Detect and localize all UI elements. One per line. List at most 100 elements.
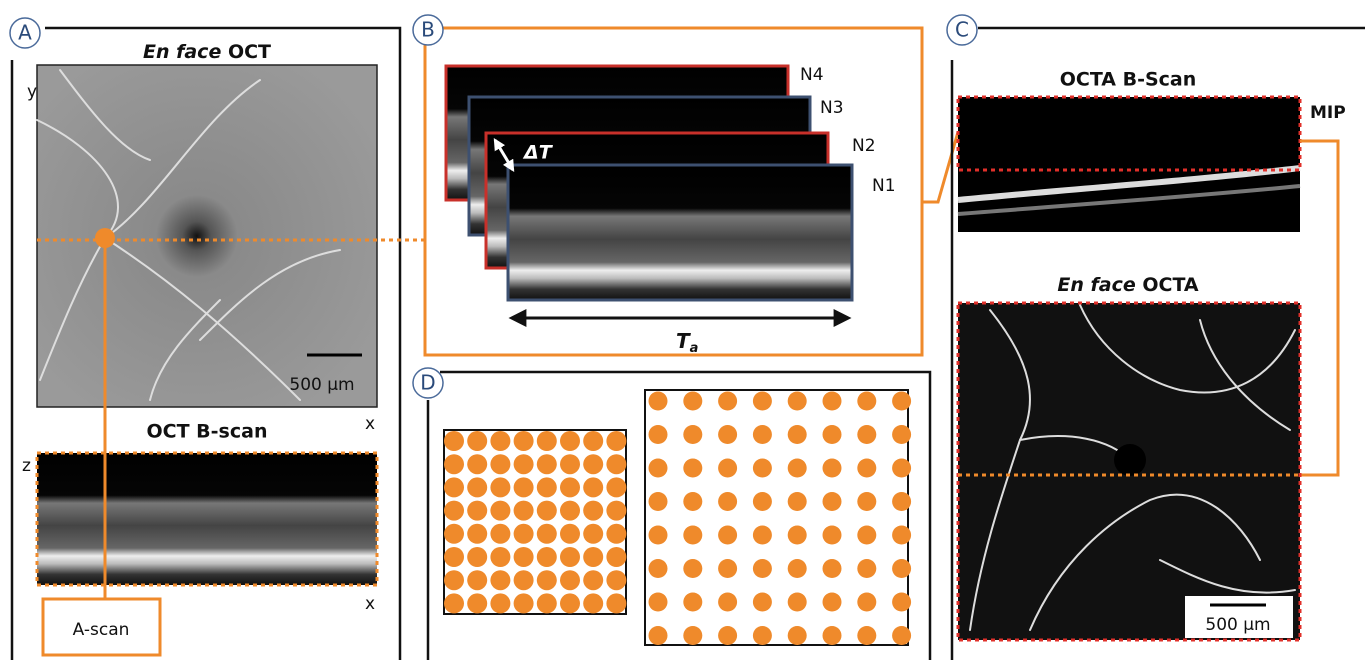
frame-image (508, 165, 852, 300)
title-text: OCTA (1142, 274, 1199, 296)
sparse-sample (683, 425, 702, 444)
dense-sample (514, 570, 534, 590)
dense-sample (560, 431, 580, 451)
sparse-sample (718, 593, 737, 612)
sparse-sample (823, 425, 842, 444)
sparse-sample (753, 559, 772, 578)
frame-label: N3 (820, 98, 844, 118)
dense-sample (537, 477, 557, 497)
axis-label: y (27, 82, 37, 102)
dense-sample (583, 454, 603, 474)
dense-sample (583, 477, 603, 497)
time-subscript: a (690, 341, 699, 356)
sparse-sample (718, 559, 737, 578)
sparse-sample (788, 626, 807, 645)
dense-sample (537, 570, 557, 590)
fovea (1114, 444, 1146, 476)
sparse-sample (649, 392, 668, 411)
sparse-sample (788, 459, 807, 478)
dense-sample (514, 501, 534, 521)
sparse-sample (892, 526, 911, 545)
sparse-sample (788, 593, 807, 612)
delta-label: ΔT (522, 142, 554, 164)
dense-sample (537, 547, 557, 567)
sparse-sample (857, 492, 876, 511)
dense-sample (514, 454, 534, 474)
dense-sample (583, 501, 603, 521)
dense-sample (490, 454, 510, 474)
dense-sample (490, 593, 510, 613)
dense-sample (560, 454, 580, 474)
axis-label: z (22, 456, 31, 476)
sparse-sample (823, 459, 842, 478)
sparse-sample (753, 492, 772, 511)
figure: A En face OCT y x 500 μm OCT B-scan z x … (0, 0, 1368, 660)
sparse-sample (649, 626, 668, 645)
sparse-sample (753, 526, 772, 545)
dense-sample (467, 570, 487, 590)
sparse-sample (823, 593, 842, 612)
dense-sample (490, 501, 510, 521)
dense-sample (514, 524, 534, 544)
panel-label: D (420, 371, 435, 395)
sparse-sample (788, 559, 807, 578)
sparse-sample (788, 392, 807, 411)
sparse-sample (683, 526, 702, 545)
mip-label: MIP (1310, 103, 1346, 123)
dense-sample (467, 501, 487, 521)
scale-label: 500 μm (289, 375, 354, 395)
dense-sample (537, 431, 557, 451)
dense-sample (514, 547, 534, 567)
sparse-sample (823, 392, 842, 411)
sparse-sample (649, 425, 668, 444)
dense-sample (467, 431, 487, 451)
sparse-sample (823, 559, 842, 578)
sparse-sample (788, 526, 807, 545)
sparse-sample (823, 492, 842, 511)
dense-sample (444, 431, 464, 451)
panel-a: A En face OCT y x 500 μm OCT B-scan z x … (10, 18, 425, 660)
axis-label: x (365, 414, 375, 434)
oct-bscan-image (37, 453, 377, 585)
dense-sample (583, 524, 603, 544)
sparse-sample (892, 425, 911, 444)
dense-sample (560, 593, 580, 613)
dense-sample (606, 524, 626, 544)
sparse-sample (649, 459, 668, 478)
dense-sample (606, 501, 626, 521)
dense-sample (583, 431, 603, 451)
sparse-sample (718, 425, 737, 444)
time-label: Ta (676, 329, 698, 356)
sparse-sample (683, 593, 702, 612)
dense-sample (444, 570, 464, 590)
dense-sample (514, 593, 534, 613)
dense-sample (514, 477, 534, 497)
image-title: OCTA B-Scan (1060, 69, 1197, 91)
dense-sample (490, 547, 510, 567)
sparse-sample (892, 392, 911, 411)
dense-sample (537, 501, 557, 521)
sparse-sample (649, 526, 668, 545)
dense-sample (583, 593, 603, 613)
sparse-sample (857, 392, 876, 411)
dense-sample (490, 524, 510, 544)
panel-d: D (413, 368, 930, 660)
dense-sample (467, 477, 487, 497)
dense-sample (537, 593, 557, 613)
sparse-sample (718, 492, 737, 511)
dense-sample (537, 524, 557, 544)
sparse-sample (857, 626, 876, 645)
dense-sample (444, 593, 464, 613)
axis-label: x (365, 594, 375, 614)
sparse-sample (823, 526, 842, 545)
frame-label: N4 (800, 65, 824, 85)
dense-sample (606, 570, 626, 590)
dense-sample (490, 431, 510, 451)
sparse-sample (718, 392, 737, 411)
sparse-sample (683, 492, 702, 511)
sparse-sample (788, 492, 807, 511)
dense-sample (444, 477, 464, 497)
title-italic: En face (1057, 274, 1135, 296)
sparse-sample (892, 626, 911, 645)
title-italic: En face (143, 41, 221, 63)
